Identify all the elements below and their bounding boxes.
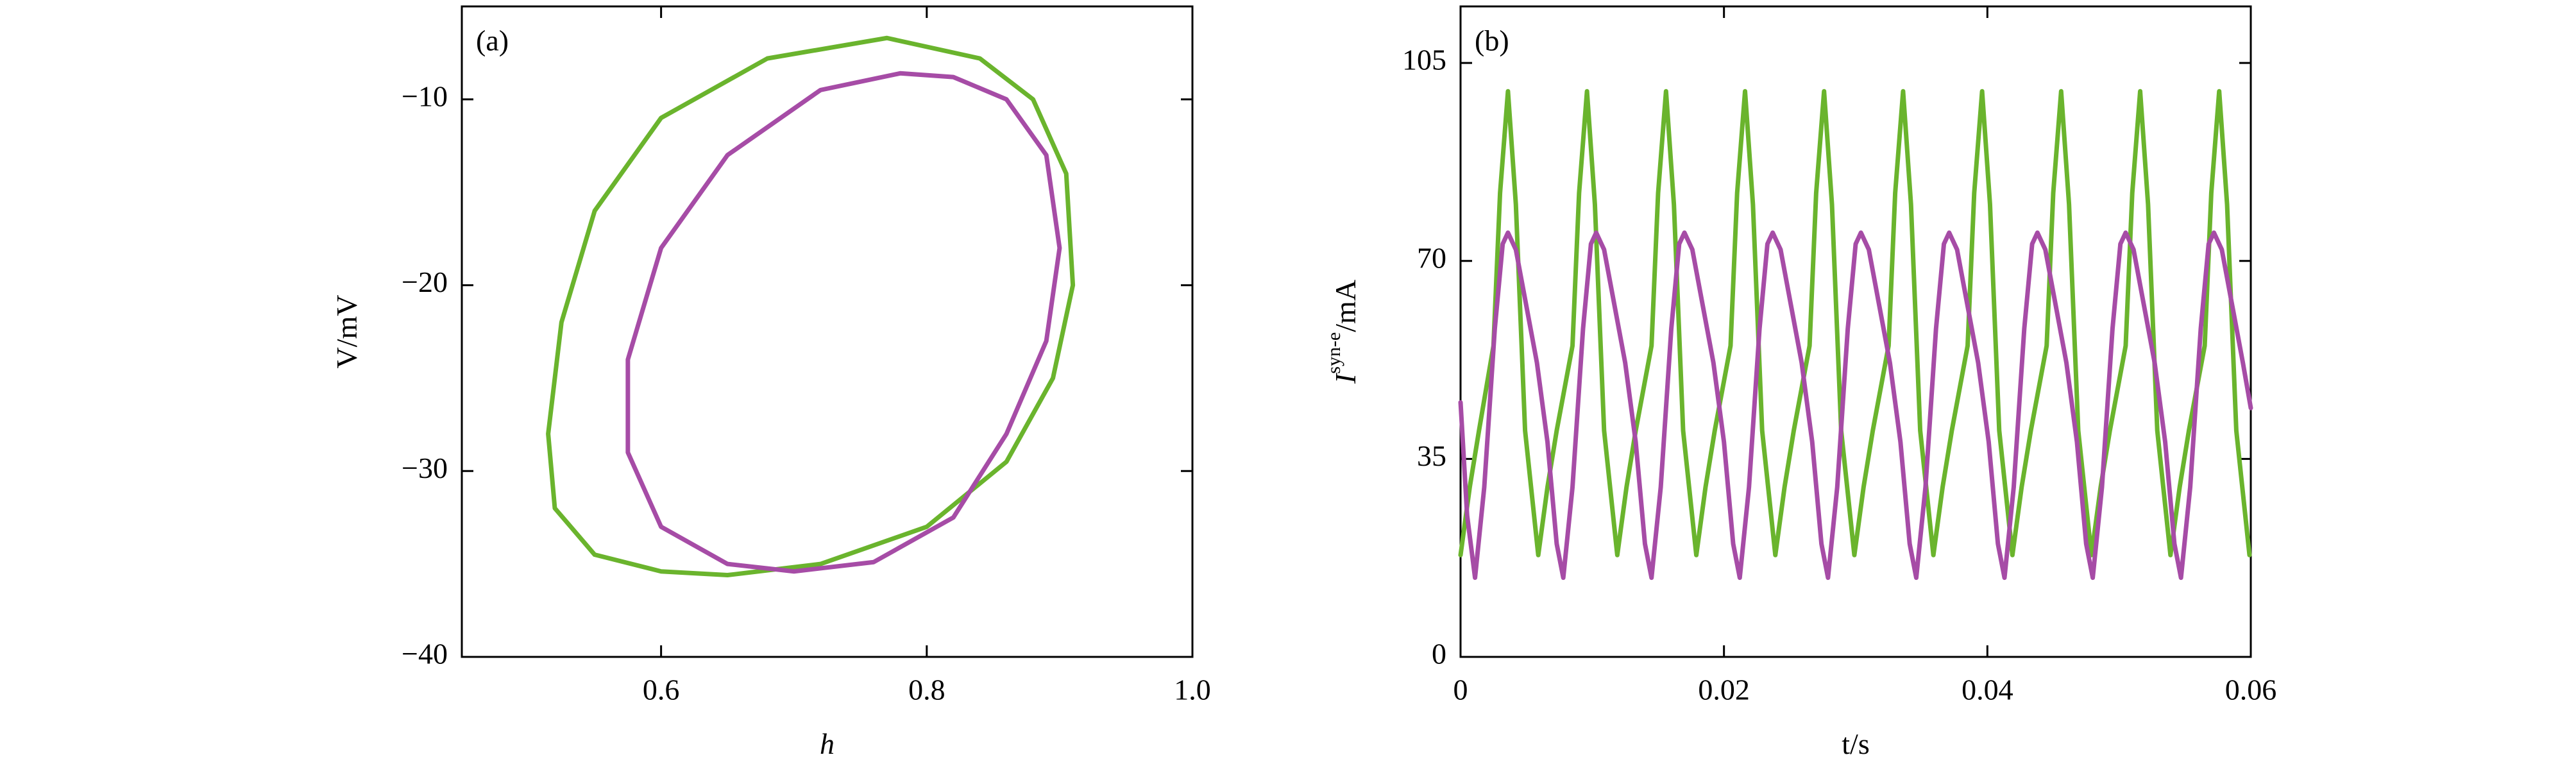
x-tick-label: 0 [1453,674,1468,706]
x-tick-label: 0.06 [2225,674,2277,706]
x-tick-label: 1.0 [1174,674,1211,706]
y-tick-label: −10 [402,80,448,112]
data-line [1458,89,2252,557]
y-axis-label-unit: /mA [1329,280,1362,332]
y-tick-label: −30 [402,452,448,484]
panel-label: (b) [1475,24,1509,57]
x-tick-label: 0.6 [643,674,680,706]
y-axis-label-base: I [1329,372,1362,384]
y-axis-label-sup: syn-e [1323,332,1344,374]
x-tick-label: 0.8 [908,674,945,706]
plot-frame [1459,5,2252,658]
chart-panel: 0 0.02 0.04 0.06 0 35 70 105 (b) t/s Isyn-e/mA [1323,5,2277,760]
y-axis-label: Isyn-e/mA [1323,280,1362,384]
data-line [1458,230,2253,581]
y-tick-label: −20 [402,266,448,298]
y-tick-label: −40 [402,638,448,670]
data-line [546,35,1076,578]
y-tick-label: 105 [1402,44,1446,76]
x-axis-label-text: t/s [1842,727,1869,760]
plot-frame [461,5,1194,658]
x-tick-label: 0.04 [1962,674,2013,706]
y-tick-label: 35 [1417,439,1446,472]
data-line [625,71,1062,574]
chart-panel: 0.6 0.8 1.0 −40 −30 −20 −10 (a) h V/mV [330,5,1211,760]
panel-label: (a) [476,24,509,57]
x-axis-label-text: h [820,727,835,760]
x-axis-label: h [820,727,835,760]
y-tick-label: 70 [1417,241,1446,274]
x-tick-label: 0.02 [1698,674,1750,706]
y-axis-label: V/mV [330,295,363,369]
x-axis-label: t/s [1842,727,1869,760]
y-tick-label: 0 [1432,638,1446,670]
y-axis-label-text: V/mV [330,295,363,369]
